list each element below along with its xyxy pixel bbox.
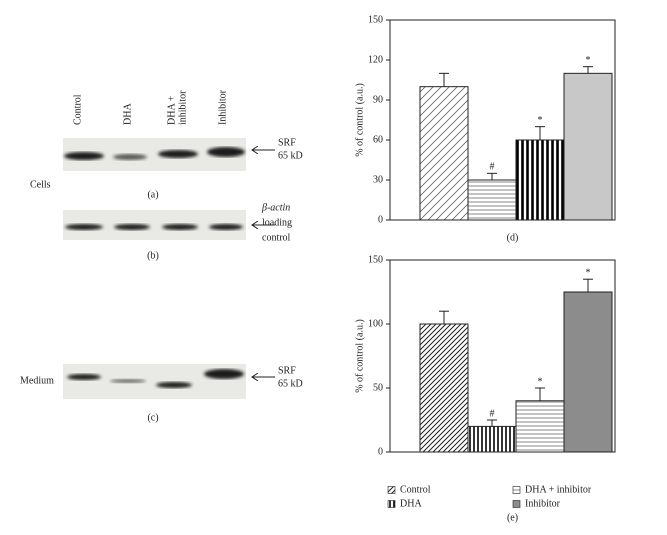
bar bbox=[419, 323, 469, 453]
caption: (e) bbox=[507, 512, 518, 523]
marker-label: β-actin bbox=[261, 202, 290, 213]
y-tick-label: 30 bbox=[373, 174, 383, 185]
band bbox=[113, 154, 147, 160]
bar bbox=[467, 425, 517, 453]
lane-label: DHA + bbox=[166, 95, 177, 125]
significance-mark: * bbox=[586, 267, 591, 278]
legend-label: Inhibitor bbox=[525, 498, 561, 509]
y-axis-label: % of control (a.u.) bbox=[354, 319, 365, 393]
legend-swatch bbox=[512, 486, 521, 494]
y-tick-label: 50 bbox=[373, 382, 383, 393]
y-tick-label: 60 bbox=[373, 134, 383, 145]
band bbox=[207, 147, 245, 157]
marker-label: SRF bbox=[278, 365, 296, 376]
blot-c: SRF 65 kD Medium (c) bbox=[20, 364, 303, 423]
lane-label: DHA bbox=[122, 103, 133, 125]
bar bbox=[467, 179, 517, 221]
y-tick-label: 150 bbox=[368, 254, 383, 265]
caption: (b) bbox=[147, 250, 159, 261]
marker-label: 65 kD bbox=[278, 378, 303, 389]
lane-label: Control bbox=[72, 94, 83, 125]
band bbox=[65, 224, 103, 230]
blot-b: β-actin loading control (b) bbox=[63, 202, 292, 261]
band bbox=[156, 382, 192, 388]
significance-mark: * bbox=[586, 55, 591, 66]
significance-mark: * bbox=[538, 376, 543, 387]
significance-mark: * bbox=[538, 115, 543, 126]
significance-mark: # bbox=[490, 408, 495, 419]
lane-label: Inhibitor bbox=[217, 89, 228, 125]
y-tick-label: 150 bbox=[368, 14, 383, 25]
caption: (d) bbox=[507, 232, 519, 243]
bar bbox=[563, 291, 613, 453]
caption: (c) bbox=[147, 412, 158, 423]
caption: (a) bbox=[147, 189, 158, 200]
lane-labels: Control DHA DHA + inhibitor Inhibitor bbox=[72, 89, 228, 125]
y-tick-label: 100 bbox=[368, 318, 383, 329]
band bbox=[158, 150, 198, 158]
y-tick-label: 0 bbox=[378, 214, 383, 225]
band bbox=[114, 224, 150, 230]
bar bbox=[515, 139, 565, 221]
y-tick-label: 90 bbox=[373, 94, 383, 105]
band bbox=[64, 152, 104, 160]
blot-a: SRF 65 kD Cells (a) bbox=[30, 137, 303, 200]
legend-swatch bbox=[387, 500, 396, 508]
marker-label: 65 kD bbox=[278, 150, 303, 161]
bar bbox=[419, 86, 469, 221]
band bbox=[110, 379, 146, 383]
bar bbox=[515, 400, 565, 453]
legend-swatch bbox=[387, 486, 396, 494]
y-tick-label: 120 bbox=[368, 54, 383, 65]
band bbox=[67, 374, 101, 380]
marker-label: SRF bbox=[278, 137, 296, 148]
marker-label: loading bbox=[262, 217, 292, 228]
band bbox=[204, 369, 244, 379]
lane-label: inhibitor bbox=[177, 90, 188, 125]
y-axis-label: % of control (a.u.) bbox=[354, 83, 365, 157]
band bbox=[209, 224, 243, 230]
bar bbox=[563, 72, 613, 221]
band bbox=[162, 224, 198, 230]
legend-label: DHA bbox=[400, 498, 422, 509]
y-tick-label: 0 bbox=[378, 446, 383, 457]
legend-swatch bbox=[512, 500, 521, 508]
significance-mark: # bbox=[490, 162, 495, 173]
row-label: Cells bbox=[30, 179, 51, 190]
row-label: Medium bbox=[20, 375, 54, 386]
marker-label: control bbox=[262, 232, 291, 243]
legend-label: Control bbox=[400, 484, 431, 495]
legend-label: DHA + inhibitor bbox=[525, 484, 592, 495]
